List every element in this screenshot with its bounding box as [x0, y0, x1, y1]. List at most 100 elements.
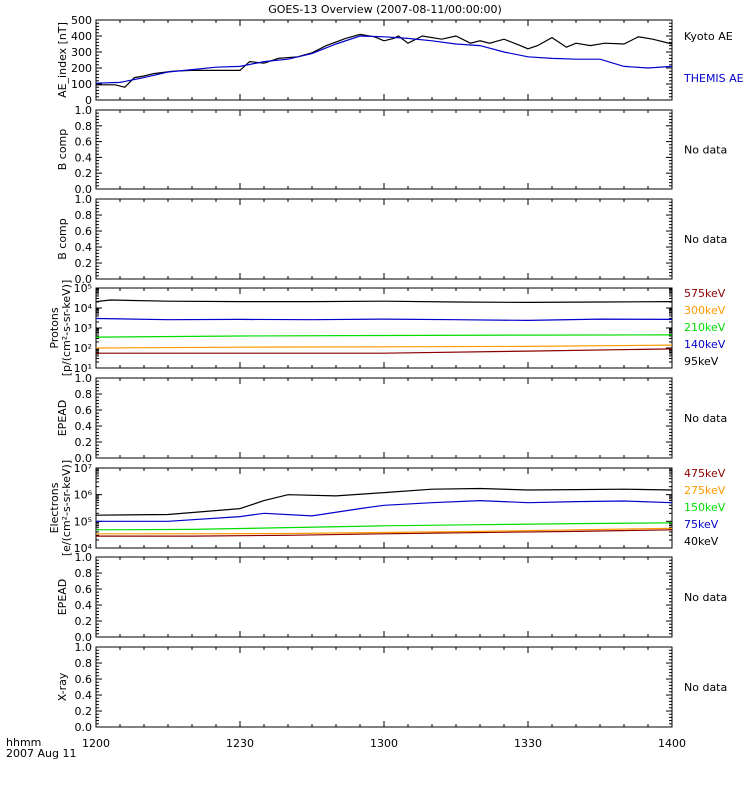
- no-data-label: No data: [684, 591, 727, 604]
- y-tick-label: 0.2: [75, 436, 93, 449]
- series-line-themis-ae: [95, 35, 673, 84]
- y-tick-label: 0.8: [75, 657, 93, 670]
- panel-epead2: 0.0 0.2 0.4 0.6 0.8 1.0 EPEAD No data: [56, 551, 727, 644]
- x-tick-label: 1400: [658, 737, 686, 750]
- panel-frame: [95, 19, 673, 101]
- series-line-140kev: [95, 317, 673, 322]
- y-tick-label: 0.8: [75, 567, 93, 580]
- y-tick-label: 0.0: [75, 631, 93, 644]
- panel-frame: [95, 109, 673, 190]
- series-line-75kev: [96, 499, 673, 522]
- y-tick-label: 0.0: [75, 183, 93, 196]
- y-tick-label: 10⁷: [74, 462, 92, 475]
- y-tick-label: 0.6: [75, 583, 93, 596]
- y-tick-label: 0.8: [75, 120, 93, 133]
- legend-entry: 140keV: [684, 338, 726, 351]
- series-line-210kev: [95, 334, 673, 338]
- x-tick-label: 1330: [514, 737, 542, 750]
- y-tick-label: 200: [71, 62, 92, 75]
- legend-entry: 275keV: [684, 484, 726, 497]
- legend-entry: 210keV: [684, 321, 726, 334]
- x-axis: 1200 1230 1300 1330 1400: [82, 737, 686, 750]
- legend-entry: 40keV: [684, 535, 719, 548]
- series-line-475kev: [96, 529, 673, 537]
- y-tick-label: 0.2: [75, 615, 93, 628]
- y-tick-label: 0.4: [75, 151, 93, 164]
- y-tick-label: 500: [71, 14, 92, 27]
- y-axis-label: EPEAD: [56, 579, 69, 616]
- y-axis-label: Protons: [48, 307, 61, 348]
- legend-entry: THEMIS AE: [683, 72, 744, 85]
- legend-entry: 475keV: [684, 467, 726, 480]
- y-tick-label: 400: [71, 30, 92, 43]
- x-tick-label: 1300: [370, 737, 398, 750]
- x-axis-corner-label-date: 2007 Aug 11: [6, 747, 76, 760]
- y-tick-label: 0.8: [75, 209, 93, 222]
- y-axis-label: AE_index [nT]: [56, 22, 69, 98]
- no-data-label: No data: [684, 233, 727, 246]
- y-tick-label: 0.2: [75, 257, 93, 270]
- y-tick-label: 10⁵: [74, 515, 92, 528]
- y-tick-label: 0.2: [75, 705, 93, 718]
- y-tick-label: 1.0: [75, 104, 93, 117]
- y-axis-label: X-ray: [56, 672, 69, 701]
- y-axis-label: B comp: [56, 129, 69, 171]
- series-line-kyoto-ae: [96, 33, 673, 88]
- panel-frame: [95, 377, 673, 459]
- legend-entry: 95keV: [684, 355, 719, 368]
- series-line-40kev: [95, 487, 673, 516]
- series-line-300kev: [95, 344, 673, 349]
- panel-epead1: 0.0 0.2 0.4 0.6 0.8 1.0 EPEAD No data: [56, 372, 727, 465]
- y-tick-label: 100: [71, 78, 92, 91]
- y-tick-label: 300: [71, 46, 92, 59]
- figure-title: GOES-13 Overview (2007-08-11/00:00:00): [268, 3, 501, 16]
- panel-electrons: 10⁴ 10⁵ 10⁶ 10⁷ Electrons [e/(cm²-s-sr-keV)] 4…: [48, 460, 726, 556]
- panel-protons: 10¹ 10² 10³ 10⁴ 10⁵ Protons [p/(cm²-s-sr-keV)]…: [48, 280, 726, 377]
- y-tick-label: 0.6: [75, 225, 93, 238]
- y-tick-label: 0.6: [75, 404, 93, 417]
- y-tick-label: 0.0: [75, 721, 93, 734]
- series-line-150kev: [95, 522, 673, 531]
- y-tick-label: 0.0: [75, 452, 93, 465]
- y-tick-label: 10⁴: [74, 542, 93, 555]
- series-line-95kev: [95, 299, 673, 304]
- y-tick-label: 1.0: [75, 193, 93, 206]
- y-tick-label: 0.2: [75, 167, 93, 180]
- legend-entry: 150keV: [684, 501, 726, 514]
- y-axis-label-units: [e/(cm²-s-sr-keV)]: [60, 460, 73, 556]
- y-tick-label: 0.4: [75, 420, 93, 433]
- x-axis-corner-label-time-format: hhmm: [6, 736, 41, 749]
- y-tick-label: 10²: [74, 342, 92, 355]
- panel-xray: 0.0 0.2 0.4 0.6 0.8 1.0 X-ray No data: [56, 641, 727, 734]
- legend-entry: Kyoto AE: [684, 30, 733, 43]
- y-axis-label-units: [p/(cm²-s-sr-keV)]: [60, 280, 73, 377]
- y-tick-label: 10⁶: [74, 489, 93, 502]
- legend-entry: 75keV: [684, 518, 719, 531]
- y-tick-label: 0.0: [75, 273, 93, 286]
- y-tick-label: 1.0: [75, 372, 93, 385]
- legend-entry: 300keV: [684, 304, 726, 317]
- legend-entry: 575keV: [684, 287, 726, 300]
- series-line-275kev: [96, 527, 673, 535]
- y-tick-label: 10¹: [74, 362, 92, 375]
- y-tick-label: 10⁵: [74, 282, 92, 295]
- series-line-575kev: [96, 348, 673, 354]
- y-tick-label: 0: [85, 94, 92, 107]
- y-axis-label: B comp: [56, 218, 69, 260]
- y-tick-label: 10⁴: [74, 302, 93, 315]
- no-data-label: No data: [684, 412, 727, 425]
- y-tick-label: 0.4: [75, 689, 93, 702]
- y-tick-label: 0.6: [75, 136, 93, 149]
- y-tick-label: 0.8: [75, 388, 93, 401]
- y-axis-label: EPEAD: [56, 400, 69, 437]
- y-tick-label: 10³: [74, 322, 92, 335]
- panel-b2: 0.0 0.2 0.4 0.6 0.8 1.0 B comp No data: [56, 193, 727, 286]
- x-tick-label: 1230: [226, 737, 254, 750]
- panel-frame: [95, 556, 673, 638]
- y-axis-label: Electrons: [48, 482, 61, 533]
- y-tick-label: 1.0: [75, 551, 93, 564]
- no-data-label: No data: [684, 681, 727, 694]
